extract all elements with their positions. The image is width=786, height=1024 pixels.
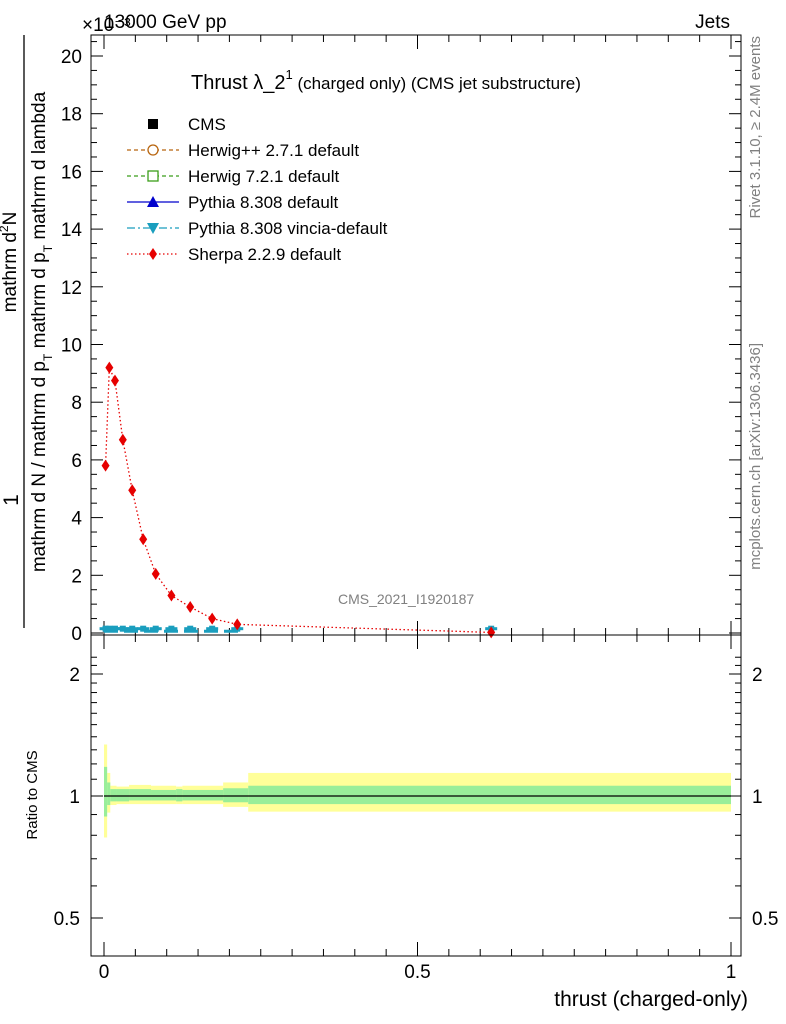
ratio-y-axis: 0.5 0.5 1 1 2 2 (54, 656, 778, 930)
sherpa-point (101, 459, 110, 472)
analysis-watermark: CMS_2021_I1920187 (338, 591, 474, 607)
main-y-tick-label: 10 (61, 336, 82, 357)
legend-label: CMS (188, 115, 226, 134)
sherpa-point (128, 484, 137, 497)
ratio-y-tick-label: 1 (69, 787, 80, 808)
y-label-one: 1 (0, 494, 23, 506)
ratio-x-axis: 0 0.5 1 (99, 635, 737, 983)
stat-uncertainty-band (116, 789, 130, 802)
main-y-axis-label: 1 mathrm d2N mathrm d N / mathrm d pT ma… (0, 35, 55, 628)
legend-entry: Pythia 8.308 vincia-default (127, 219, 388, 238)
legend-label: Herwig++ 2.7.1 default (188, 141, 359, 160)
sherpa-point (151, 567, 160, 580)
exponent-label: ×10⁻³ (82, 15, 131, 36)
sherpa-line (104, 367, 492, 634)
main-y-tick-label: 8 (71, 393, 82, 414)
main-y-tick-label: 6 (71, 451, 82, 472)
legend-marker-triangle-up (147, 196, 159, 207)
main-y-tick-label: 12 (61, 278, 82, 299)
cms-point (119, 625, 126, 632)
ratio-y-tick-label-right: 1 (752, 787, 763, 808)
sherpa-point (139, 533, 148, 546)
ratio-y-axis-label: Ratio to CMS (24, 750, 41, 839)
x-tick-label: 1 (726, 962, 737, 983)
legend: CMS Herwig++ 2.7.1 default Herwig 7.2.1 de… (127, 115, 388, 264)
plot-title: Thrust λ_21 (charged only) (CMS jet subs… (191, 67, 581, 94)
cms-point (168, 625, 175, 632)
mcplots-label: mcplots.cern.ch [arXiv:1306.3436] (747, 343, 764, 570)
legend-marker-square (148, 119, 158, 129)
x-tick-label: 0.5 (404, 962, 430, 983)
legend-label: Herwig 7.2.1 default (188, 167, 339, 186)
y-label-denom-a: mathrm d N / mathrm d p (29, 361, 50, 572)
cms-point (152, 625, 159, 632)
legend-marker-triangle-down (147, 223, 159, 234)
plot-title-sup: 1 (285, 67, 292, 82)
sherpa-point (118, 433, 127, 446)
sherpa-point (233, 618, 242, 631)
legend-label: Sherpa 2.2.9 default (188, 245, 341, 264)
main-y-tick-label: 4 (71, 509, 82, 530)
y-label-numer-tail: N (0, 212, 21, 226)
legend-entry: CMS (148, 115, 226, 134)
plot-title-sub: (charged only) (CMS jet substructure) (293, 74, 581, 93)
main-y-tick-label: 16 (61, 162, 82, 183)
y-label-numer-text: mathrm d (0, 232, 21, 312)
main-y-tick-label: 14 (61, 220, 83, 241)
legend-marker-open-square (147, 170, 159, 182)
stat-uncertainty-band (104, 766, 108, 817)
y-label-denom-c: mathrm d lambda (29, 91, 50, 245)
cms-data-layer (99, 625, 498, 633)
y-label-numer-sup: 2 (0, 225, 11, 232)
plot-title-main: Thrust λ_2 (191, 72, 285, 94)
energy-label: 13000 GeV pp (104, 12, 227, 33)
y-label-numerator: mathrm d2N (0, 212, 21, 313)
main-y-tick-label: 20 (61, 47, 82, 68)
legend-entry: Herwig 7.2.1 default (127, 167, 339, 186)
sherpa-point (105, 361, 114, 374)
x-axis-label: thrust (charged-only) (554, 988, 748, 1011)
cms-point (111, 625, 118, 632)
cms-point (140, 625, 147, 632)
legend-entry: Herwig++ 2.7.1 default (127, 141, 359, 160)
cms-point (187, 625, 194, 632)
ratio-y-tick-label: 0.5 (54, 909, 80, 930)
sherpa-point (186, 601, 195, 614)
stat-uncertainty-band (129, 789, 152, 801)
ratio-y-tick-label-right: 0.5 (752, 909, 778, 930)
sherpa-point (110, 374, 119, 387)
stat-uncertainty-band (223, 788, 249, 803)
main-y-axis: 0 2 4 6 8 10 12 14 16 18 20 (61, 41, 741, 645)
x-tick-label: 0 (99, 962, 110, 983)
stat-uncertainty-band (110, 789, 117, 802)
y-label-denom-b: mathrm d p (29, 252, 50, 353)
rivet-version-label: Rivet 3.1.10, ≥ 2.4M events (747, 36, 764, 219)
sherpa-point (167, 589, 176, 602)
main-y-tick-label: 18 (61, 105, 82, 126)
stat-uncertainty-band (248, 785, 731, 805)
stat-uncertainty-band (176, 789, 183, 802)
y-label-denom-b-sub: T (41, 244, 55, 252)
y-label-denominator: mathrm d N / mathrm d pT mathrm d pT mat… (29, 91, 55, 572)
y-label-denom-a-sub: T (41, 353, 55, 361)
legend-marker-circle (147, 144, 159, 156)
cms-point (209, 625, 216, 632)
main-y-tick-label: 2 (71, 566, 82, 587)
stat-uncertainty-band (151, 789, 177, 801)
legend-entry: Sherpa 2.2.9 default (127, 245, 341, 264)
stat-uncertainty-band (107, 782, 111, 806)
ratio-y-tick-label: 2 (69, 665, 80, 686)
legend-entry: Pythia 8.308 default (127, 193, 339, 212)
main-y-tick-label: 0 (71, 624, 82, 645)
ratio-bands (104, 744, 731, 838)
legend-label: Pythia 8.308 vincia-default (188, 219, 388, 238)
legend-marker-diamond (149, 248, 157, 260)
sherpa-point (208, 612, 217, 625)
cms-point (129, 625, 136, 632)
legend-label: Pythia 8.308 default (188, 193, 339, 212)
process-label: Jets (695, 12, 730, 33)
stat-uncertainty-band (182, 789, 224, 801)
ratio-y-tick-label-right: 2 (752, 665, 763, 686)
